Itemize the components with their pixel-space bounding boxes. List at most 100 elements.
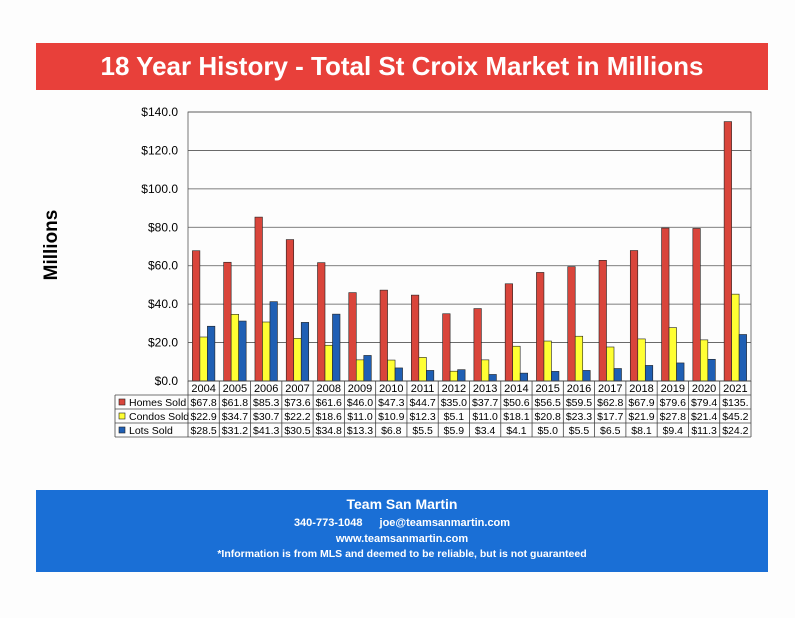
bar: [300, 322, 310, 382]
data-label: $31.2: [222, 425, 248, 437]
footer-banner: Team San Martin 340-773-1048 joe@teamsan…: [36, 490, 768, 572]
x-tick-label: 2012: [442, 383, 466, 395]
data-label: $44.7: [409, 397, 435, 409]
data-label: $4.1: [506, 425, 527, 437]
data-label: $46.0: [347, 397, 373, 409]
bar: [387, 359, 396, 382]
x-tick-label: 2004: [191, 383, 215, 395]
data-label: $28.5: [190, 425, 216, 437]
bar: [457, 369, 466, 382]
data-label: $5.0: [537, 425, 558, 437]
x-tick-label: 2009: [348, 383, 372, 395]
y-tick-label: $100.0: [141, 182, 178, 196]
bar: [692, 228, 701, 382]
x-tick-label: 2013: [473, 383, 497, 395]
legend-key: [118, 412, 126, 420]
bar: [598, 260, 607, 382]
x-tick-label: 2016: [567, 383, 591, 395]
data-label: $30.7: [253, 411, 279, 423]
legend-label: Homes Sold: [129, 397, 186, 409]
x-tick-label: 2005: [223, 383, 247, 395]
bar: [676, 362, 685, 382]
bar: [332, 313, 341, 382]
legend-key: [118, 426, 126, 434]
data-label: $8.1: [631, 425, 652, 437]
website: www.teamsanmartin.com: [335, 533, 469, 545]
bar: [355, 359, 365, 382]
data-label: $18.1: [503, 411, 529, 423]
data-label: $22.2: [284, 411, 310, 423]
disclaimer: *Information is from MLS and deemed to b…: [217, 548, 587, 560]
bar: [473, 308, 482, 382]
data-label: $50.6: [503, 397, 529, 409]
data-label: $85.3: [253, 397, 279, 409]
bar: [379, 289, 388, 382]
data-label: $5.5: [569, 425, 590, 437]
x-tick-label: 2021: [723, 383, 747, 395]
bar: [269, 301, 278, 382]
contact-line: 340-773-1048 joe@teamsanmartin.com: [36, 517, 768, 529]
data-label: $45.2: [722, 411, 748, 423]
bar: [731, 293, 740, 382]
data-label: $67.8: [190, 397, 216, 409]
bar: [230, 314, 239, 382]
x-tick-label: 2015: [535, 383, 559, 395]
bar: [707, 358, 716, 382]
data-label: $24.2: [722, 425, 748, 437]
legend-label: Condos Sold: [129, 411, 189, 423]
bar: [551, 371, 560, 382]
bar: [285, 239, 295, 382]
data-label: $5.1: [444, 411, 465, 423]
bar: [324, 344, 333, 382]
bar: [519, 372, 528, 382]
x-tick-label: 2008: [317, 383, 341, 395]
bar: [192, 250, 201, 382]
x-tick-label: 2010: [379, 383, 403, 395]
bar: [426, 370, 435, 382]
phone-number: 340-773-1048: [293, 517, 363, 529]
data-label: $10.9: [378, 411, 404, 423]
data-label: $79.6: [660, 397, 686, 409]
data-label: $35.0: [441, 397, 467, 409]
page-title: 18 Year History - Total St Croix Market …: [100, 51, 704, 81]
bar: [293, 338, 302, 382]
bar: [613, 368, 622, 382]
x-tick-label: 2019: [661, 383, 685, 395]
legend-label: Lots Sold: [129, 425, 173, 437]
y-tick-label: $0.0: [155, 374, 179, 388]
data-label: $59.5: [566, 397, 592, 409]
x-tick-label: 2007: [285, 383, 309, 395]
data-label: $11.3: [691, 425, 717, 437]
bar: [574, 335, 584, 382]
title-banner: 18 Year History - Total St Croix Market …: [36, 43, 768, 90]
y-tick-label: $60.0: [148, 259, 178, 273]
data-label: $21.4: [691, 411, 717, 423]
data-label: $34.8: [316, 425, 342, 437]
x-tick-label: 2014: [504, 383, 528, 395]
bar: [262, 321, 271, 382]
bar: [644, 365, 654, 382]
legend-key: [118, 398, 126, 406]
data-label: $79.4: [691, 397, 717, 409]
bar: [512, 345, 521, 382]
data-label: $73.6: [284, 397, 310, 409]
x-tick-label: 2020: [692, 383, 716, 395]
data-label: $3.4: [475, 425, 496, 437]
data-label: $41.3: [253, 425, 279, 437]
team-name: Team San Martin: [346, 496, 458, 512]
bar: [223, 261, 232, 382]
data-label: $5.9: [444, 425, 465, 437]
data-label: $22.9: [190, 411, 216, 423]
bar: [700, 339, 709, 382]
data-label: $47.3: [378, 397, 404, 409]
bar: [418, 357, 427, 382]
data-label: $27.8: [660, 411, 686, 423]
bar: [411, 294, 420, 382]
data-label: $20.8: [535, 411, 561, 423]
data-label: $13.3: [347, 425, 373, 437]
data-label: $6.8: [381, 425, 402, 437]
data-label: $67.9: [628, 397, 654, 409]
y-tick-label: $40.0: [148, 297, 178, 311]
data-label: $23.3: [566, 411, 592, 423]
